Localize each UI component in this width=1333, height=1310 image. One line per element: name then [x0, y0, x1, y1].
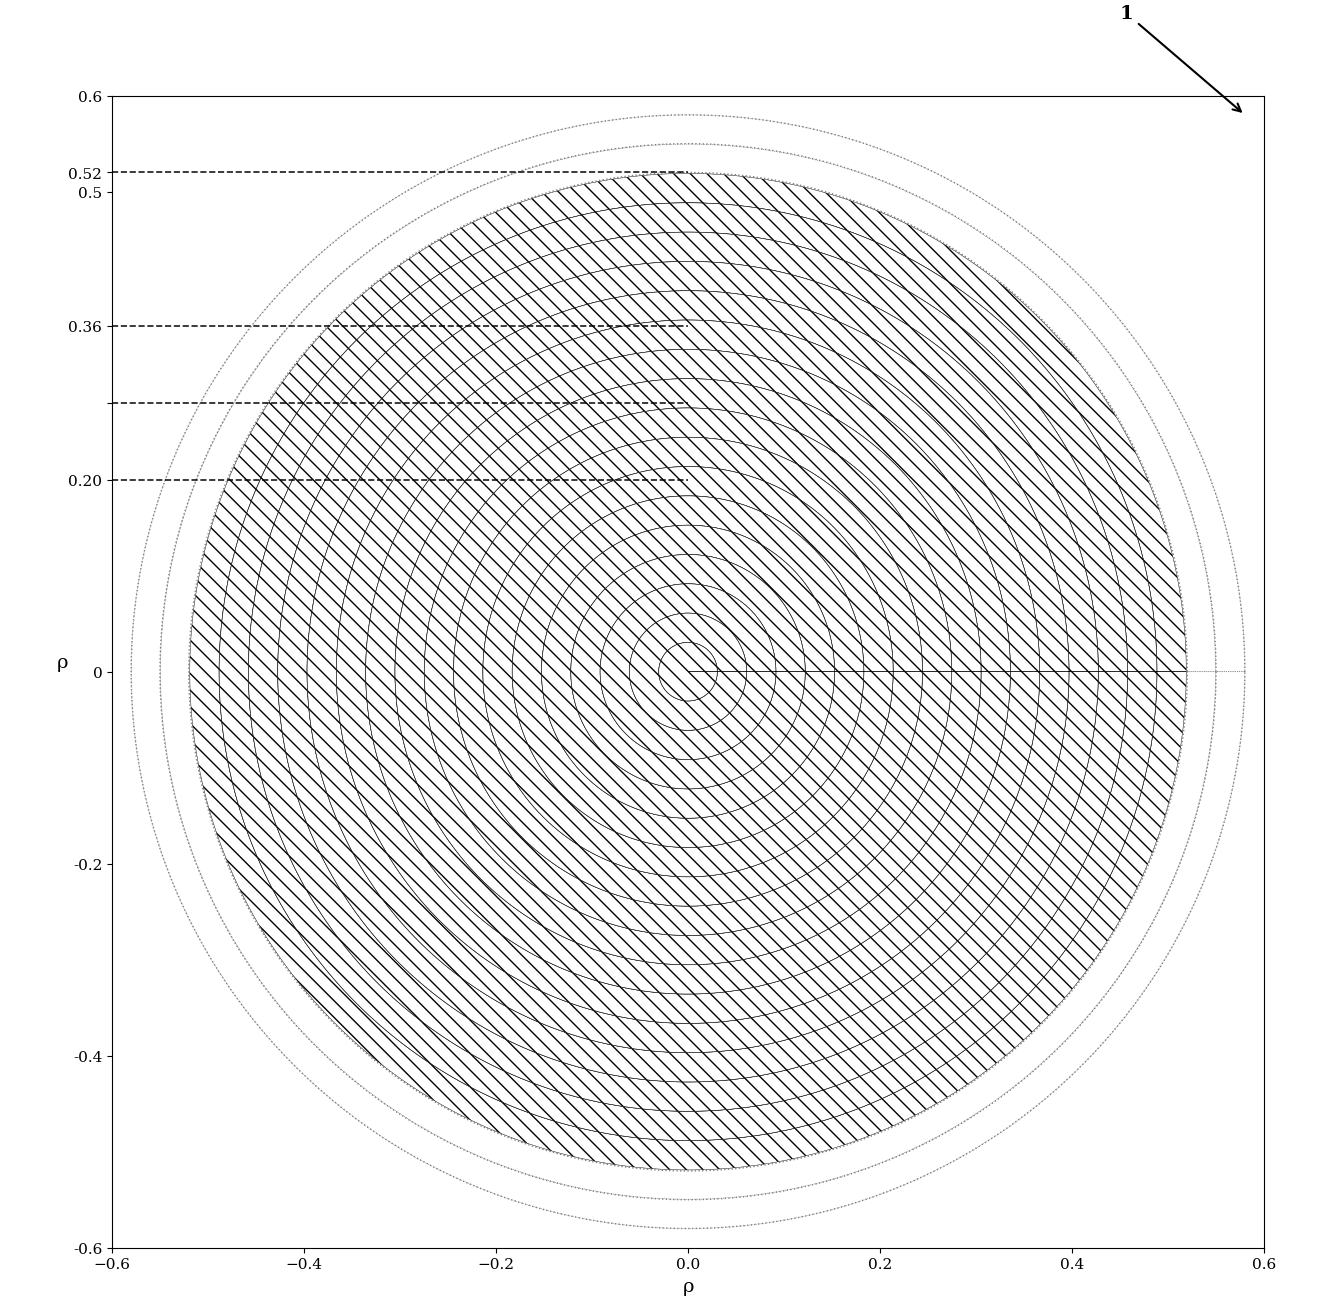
Polygon shape [512, 496, 864, 848]
Polygon shape [600, 584, 776, 760]
Polygon shape [336, 321, 1040, 1023]
Polygon shape [365, 350, 1010, 994]
Y-axis label: ρ: ρ [57, 654, 68, 672]
Polygon shape [219, 203, 1157, 1141]
Polygon shape [189, 174, 1186, 1170]
Polygon shape [307, 291, 1069, 1053]
Polygon shape [453, 438, 922, 907]
Polygon shape [571, 555, 805, 789]
Text: 1: 1 [1120, 5, 1241, 113]
Polygon shape [629, 613, 746, 731]
Polygon shape [160, 144, 1216, 1199]
Polygon shape [424, 409, 952, 935]
X-axis label: ρ: ρ [682, 1277, 693, 1296]
Polygon shape [541, 525, 834, 819]
Polygon shape [659, 643, 717, 701]
Polygon shape [131, 115, 1245, 1229]
Polygon shape [483, 466, 893, 876]
Polygon shape [395, 379, 981, 965]
Polygon shape [277, 262, 1098, 1082]
Polygon shape [248, 233, 1128, 1111]
